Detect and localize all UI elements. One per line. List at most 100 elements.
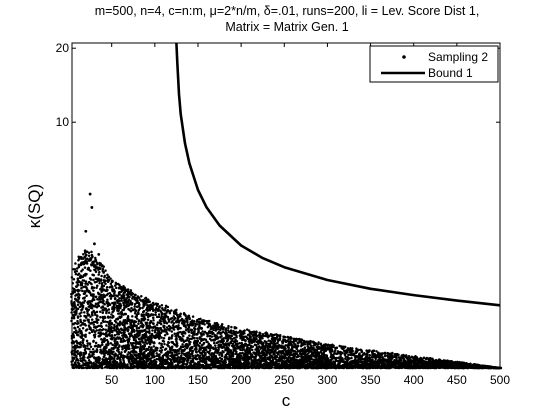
scatter-point — [133, 305, 136, 308]
scatter-point — [99, 315, 102, 319]
scatter-point — [87, 313, 91, 317]
scatter-point — [108, 334, 112, 337]
scatter-point — [162, 360, 165, 363]
scatter-point — [146, 298, 150, 301]
scatter-point — [75, 293, 78, 296]
scatter-point — [74, 272, 78, 276]
scatter-point — [117, 348, 120, 351]
scatter-point — [134, 293, 137, 297]
scatter-point — [125, 336, 129, 339]
scatter-point — [209, 346, 213, 350]
scatter-point — [90, 330, 94, 334]
scatter-point — [155, 326, 159, 330]
scatter-point — [168, 325, 172, 328]
scatter-point — [193, 320, 196, 323]
scatter-point — [299, 338, 303, 341]
scatter-point — [79, 284, 82, 287]
scatter-point — [334, 349, 337, 352]
scatter-point — [92, 295, 95, 298]
scatter-point — [335, 346, 339, 350]
scatter-point — [94, 295, 98, 299]
scatter-point — [113, 307, 116, 310]
scatter-point — [293, 349, 297, 353]
scatter-point — [146, 313, 150, 316]
scatter-point — [85, 272, 88, 276]
scatter-point — [244, 339, 247, 342]
scatter-point — [139, 325, 142, 328]
scatter-point — [170, 355, 174, 359]
scatter-point — [107, 279, 111, 282]
scatter-point — [81, 364, 85, 367]
scatter-point — [163, 315, 167, 319]
scatter-point — [177, 352, 181, 355]
scatter-point — [211, 331, 215, 335]
scatter-point — [97, 273, 100, 276]
scatter-point — [191, 349, 195, 353]
scatter-point — [255, 331, 258, 334]
scatter-point — [162, 336, 166, 340]
scatter-point — [167, 340, 170, 344]
scatter-point — [103, 361, 107, 365]
scatter-point — [159, 320, 163, 323]
scatter-point — [93, 311, 96, 314]
scatter-point — [290, 337, 293, 340]
scatter-point — [137, 319, 141, 322]
scatter-point — [83, 348, 87, 352]
scatter-point — [162, 326, 166, 329]
scatter-point — [182, 330, 185, 334]
scatter-point — [83, 363, 87, 367]
scatter-point — [123, 331, 126, 334]
scatter-point — [147, 355, 151, 358]
scatter-point — [103, 294, 106, 298]
scatter-point — [198, 354, 202, 357]
scatter-point — [326, 357, 330, 360]
scatter-point — [90, 282, 93, 286]
scatter-point — [94, 344, 97, 347]
scatter-point — [72, 341, 75, 345]
scatter-point — [102, 265, 105, 268]
scatter-point — [264, 359, 268, 362]
scatter-point — [205, 346, 208, 349]
scatter-point — [81, 341, 85, 345]
scatter-point — [72, 307, 75, 311]
scatter-point — [96, 262, 99, 266]
scatter-point — [214, 328, 218, 331]
scatter-point — [182, 312, 186, 316]
scatter-point — [186, 318, 189, 322]
scatter-point — [182, 334, 185, 338]
scatter-point — [157, 364, 161, 367]
scatter-point — [144, 363, 148, 367]
scatter-point — [160, 348, 164, 352]
scatter-point — [103, 315, 106, 319]
scatter-point — [220, 358, 224, 361]
scatter-point — [138, 333, 141, 337]
scatter-point — [109, 326, 112, 329]
scatter-point — [87, 308, 91, 311]
scatter-point — [81, 305, 85, 309]
scatter-point — [105, 358, 108, 361]
scatter-point — [184, 339, 188, 343]
scatter-point — [125, 322, 129, 325]
scatter-point — [149, 319, 153, 323]
scatter-point — [187, 314, 191, 318]
scatter-point — [102, 271, 105, 274]
scatter-point — [191, 360, 195, 363]
scatter-point — [90, 250, 93, 254]
scatter-point — [191, 315, 195, 318]
scatter-point — [152, 345, 156, 348]
scatter-point — [94, 341, 98, 345]
scatter-point — [95, 280, 98, 284]
scatter-point — [200, 334, 203, 338]
scatter-point — [87, 289, 91, 293]
scatter-point — [213, 321, 217, 325]
scatter-point — [131, 315, 134, 318]
scatter-point — [158, 333, 161, 336]
scatter-point — [165, 326, 169, 329]
scatter-point — [212, 365, 215, 368]
scatter-point — [90, 318, 94, 321]
scatter-point — [132, 328, 136, 332]
scatter-point — [81, 275, 84, 279]
scatter-point — [80, 286, 83, 290]
scatter-point — [199, 331, 202, 335]
scatter-point — [122, 359, 125, 362]
